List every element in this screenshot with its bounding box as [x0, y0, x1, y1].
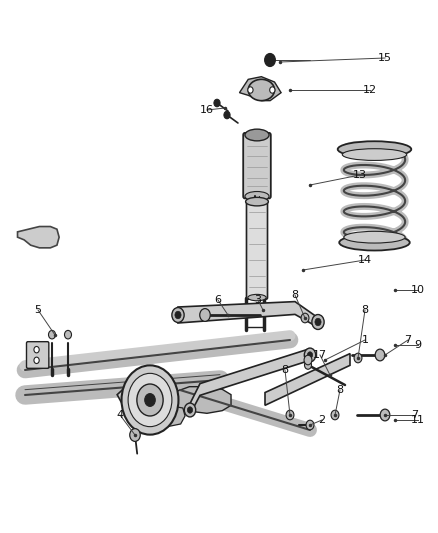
Circle shape [128, 373, 172, 426]
Text: 6: 6 [215, 295, 222, 305]
Polygon shape [190, 349, 310, 414]
Text: 8: 8 [336, 385, 343, 395]
Text: 7: 7 [404, 335, 412, 345]
Text: 11: 11 [411, 415, 425, 425]
Polygon shape [265, 353, 350, 405]
Text: 4: 4 [117, 410, 124, 420]
Polygon shape [117, 373, 172, 429]
Text: 8: 8 [282, 365, 289, 375]
FancyBboxPatch shape [247, 200, 268, 299]
Circle shape [286, 410, 294, 420]
Polygon shape [167, 386, 231, 413]
Circle shape [200, 309, 210, 321]
Circle shape [301, 313, 309, 323]
Text: 16: 16 [200, 105, 214, 115]
Ellipse shape [248, 79, 275, 101]
Circle shape [312, 314, 324, 329]
Text: 17: 17 [313, 350, 327, 360]
Text: 9: 9 [414, 340, 421, 350]
Circle shape [224, 111, 230, 119]
Circle shape [380, 409, 390, 421]
Ellipse shape [246, 197, 268, 206]
Text: 1: 1 [361, 335, 368, 345]
Circle shape [354, 353, 362, 363]
Ellipse shape [245, 191, 269, 201]
Polygon shape [240, 77, 281, 101]
Ellipse shape [49, 330, 56, 339]
Text: 2: 2 [318, 415, 325, 425]
Circle shape [184, 403, 196, 417]
Circle shape [315, 318, 321, 326]
Polygon shape [178, 302, 318, 327]
Circle shape [304, 355, 312, 365]
Ellipse shape [344, 231, 405, 243]
Circle shape [304, 361, 311, 369]
Circle shape [172, 308, 184, 322]
Circle shape [34, 346, 39, 353]
Circle shape [187, 407, 193, 413]
Ellipse shape [343, 149, 406, 160]
Circle shape [34, 357, 39, 364]
Circle shape [331, 410, 339, 420]
Text: 3: 3 [254, 295, 261, 305]
Circle shape [145, 393, 155, 406]
Circle shape [214, 99, 220, 107]
Circle shape [270, 87, 275, 93]
Text: 5: 5 [35, 305, 42, 315]
FancyBboxPatch shape [243, 133, 271, 198]
Circle shape [137, 384, 163, 416]
Circle shape [175, 311, 181, 319]
Ellipse shape [64, 330, 71, 339]
Text: 10: 10 [411, 285, 425, 295]
Ellipse shape [248, 294, 266, 301]
Circle shape [121, 365, 178, 434]
Circle shape [304, 348, 316, 362]
Ellipse shape [338, 141, 411, 157]
Text: 13: 13 [353, 170, 367, 180]
Ellipse shape [339, 235, 410, 251]
Circle shape [307, 352, 313, 358]
Circle shape [265, 54, 275, 67]
Circle shape [306, 420, 314, 430]
Polygon shape [145, 405, 185, 426]
Text: 14: 14 [358, 255, 372, 265]
Ellipse shape [245, 129, 269, 141]
Polygon shape [18, 227, 59, 248]
Text: 7: 7 [411, 410, 419, 420]
Circle shape [248, 87, 253, 93]
Text: 15: 15 [378, 53, 392, 63]
Text: 12: 12 [363, 85, 377, 95]
Circle shape [375, 349, 385, 361]
FancyBboxPatch shape [26, 342, 49, 368]
Text: 8: 8 [291, 290, 299, 300]
Text: 8: 8 [361, 305, 368, 315]
Circle shape [130, 429, 140, 441]
